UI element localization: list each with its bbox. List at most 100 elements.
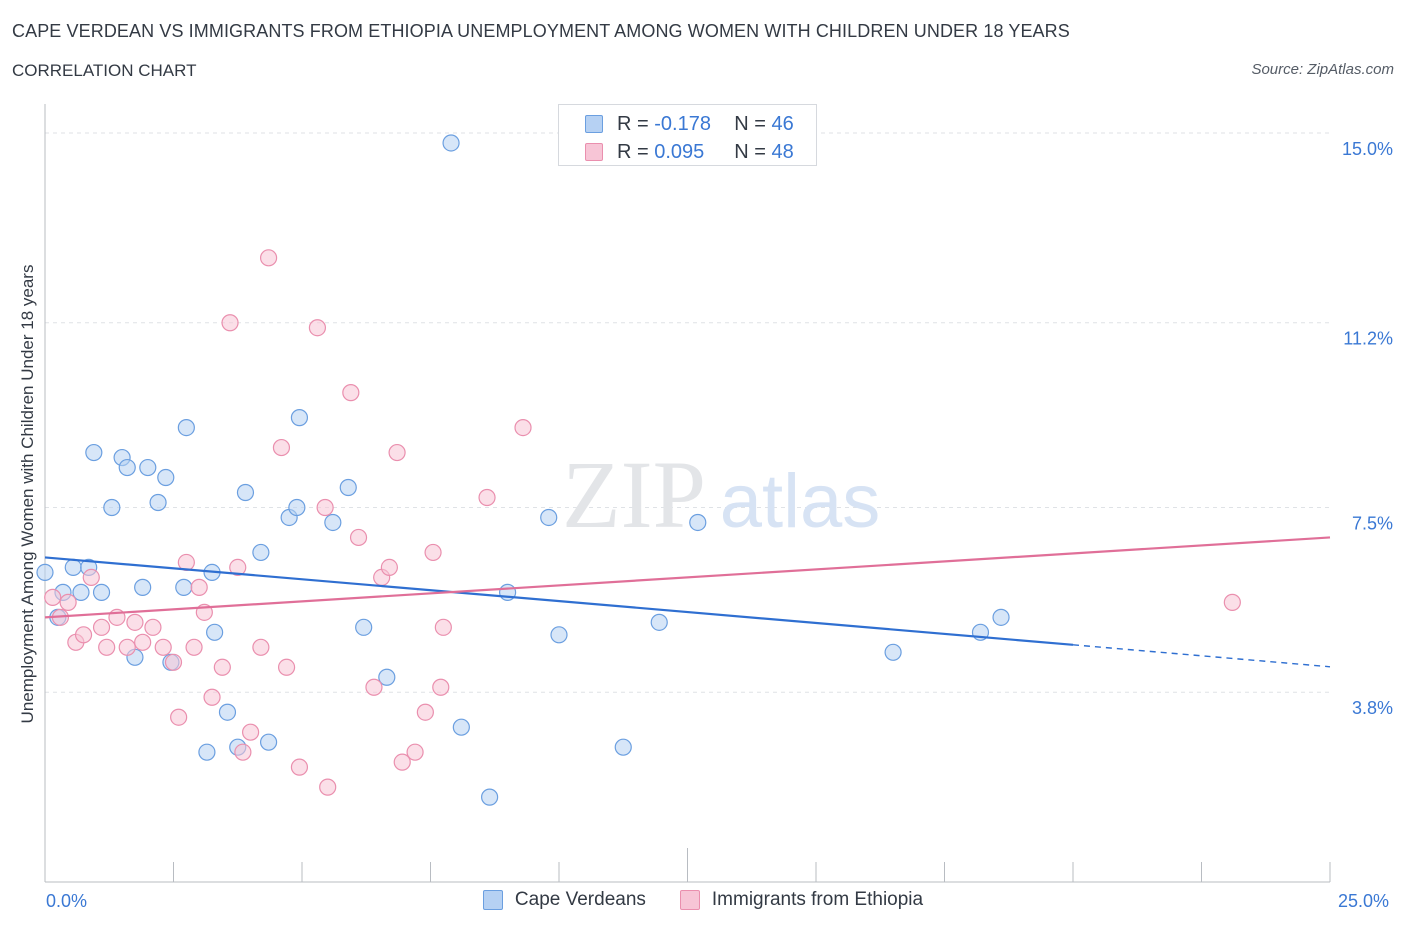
y-axis-label: Unemployment Among Women with Children U… [18, 264, 37, 724]
data-point-pink [424, 543, 442, 562]
data-point-pink [290, 758, 309, 776]
data-point-blue [72, 583, 90, 601]
chart-title: CAPE VERDEAN VS IMMIGRANTS FROM ETHIOPIA… [12, 21, 1070, 41]
legend-n-value: 46 [771, 112, 794, 135]
data-point-blue [149, 493, 167, 512]
source-label: Source: ZipAtlas.com [1251, 61, 1394, 78]
data-point-pink [221, 314, 239, 332]
data-point-blue [198, 743, 216, 761]
data-point-pink [393, 753, 411, 771]
legend-row-ethiopia: R = 0.095 N = 48 [585, 140, 794, 164]
data-point-pink [316, 498, 334, 517]
data-point-blue [452, 718, 470, 736]
data-point-pink [308, 319, 327, 337]
data-point-pink [229, 558, 247, 577]
data-point-pink [272, 438, 291, 457]
data-point-blue [992, 608, 1010, 626]
trend-line-extension-blue [1072, 644, 1331, 668]
data-point-pink [406, 743, 424, 761]
chart-subtitle: CORRELATION CHART [12, 61, 197, 80]
data-point-blue [85, 443, 103, 462]
data-point-pink [242, 723, 260, 741]
data-point-pink [252, 638, 270, 656]
data-point-blue [157, 468, 175, 487]
data-point-pink [514, 418, 532, 437]
x-tick-label-max: 25.0% [1338, 891, 1390, 911]
data-point-blue [650, 613, 668, 631]
legend-n-value: 48 [771, 140, 794, 163]
data-point-blue [290, 409, 309, 427]
data-point-blue [218, 703, 237, 721]
data-point-pink [432, 678, 450, 696]
data-point-blue [689, 513, 707, 532]
data-point-pink [92, 618, 111, 636]
data-point-pink [342, 384, 360, 402]
data-point-pink [416, 703, 434, 721]
legend-r-value: 0.095 [654, 140, 705, 163]
correlation-legend: R = -0.178 N = 46 R = 0.095 N = 48 [558, 104, 817, 166]
data-point-blue [339, 478, 357, 497]
data-point-pink [277, 658, 296, 676]
trend-line-blue [44, 556, 1074, 646]
data-point-blue [884, 643, 902, 661]
data-point-pink [82, 568, 100, 586]
data-point-pink [365, 678, 383, 696]
data-point-blue [481, 788, 499, 806]
legend-row-cape-verdeans: R = -0.178 N = 46 [585, 112, 794, 136]
data-point-pink [74, 626, 93, 644]
watermark-zip: ZIP [562, 441, 706, 548]
data-point-blue [550, 626, 568, 644]
legend-n-label: N = [734, 112, 766, 135]
legend-swatch-pink [585, 143, 603, 161]
data-point-pink [434, 618, 452, 636]
legend-r-label: R = [617, 140, 649, 163]
data-point-pink [134, 633, 152, 651]
data-point-pink [164, 653, 183, 671]
data-point-blue [288, 498, 306, 517]
data-point-blue [139, 458, 157, 477]
data-point-blue [259, 733, 278, 751]
data-point-blue [324, 513, 342, 532]
data-point-pink [98, 638, 116, 656]
data-point-blue [36, 563, 54, 582]
data-point-blue [177, 418, 195, 437]
data-point-blue [236, 483, 255, 502]
data-point-pink [170, 708, 188, 726]
data-point-pink [1223, 593, 1241, 611]
data-point-pink [190, 578, 208, 596]
data-point-pink [126, 613, 144, 631]
data-point-blue [134, 578, 152, 596]
data-point-pink [349, 528, 368, 547]
data-point-blue [614, 738, 632, 756]
legend-swatch-blue [585, 115, 603, 133]
legend-item-cape-verdeans: Cape Verdeans [482, 889, 646, 911]
data-point-pink [478, 488, 496, 507]
data-point-blue [206, 623, 224, 641]
y-tick-label: 15.0% [1342, 139, 1393, 159]
legend-label: Immigrants from Ethiopia [711, 889, 924, 910]
data-point-blue [118, 458, 136, 477]
data-point-pink [154, 638, 172, 656]
data-point-blue [378, 668, 396, 686]
data-point-pink [59, 593, 77, 611]
data-point-pink [234, 743, 252, 761]
data-point-pink [259, 249, 278, 267]
data-point-pink [380, 558, 398, 577]
legend-r-value: -0.178 [654, 112, 711, 135]
data-point-pink [44, 588, 62, 606]
legend-n-label: N = [734, 140, 766, 163]
y-tick-label: 7.5% [1352, 513, 1393, 533]
watermark-atlas: atlas [720, 459, 881, 544]
data-point-pink [118, 638, 136, 656]
data-point-pink [185, 638, 203, 656]
data-point-pink [203, 688, 221, 706]
legend-swatch-pink [679, 890, 700, 910]
data-point-blue [92, 583, 111, 601]
data-point-blue [252, 543, 270, 562]
data-point-blue [355, 618, 373, 636]
y-tick-label: 3.8% [1352, 698, 1393, 718]
data-point-blue [103, 498, 121, 517]
data-point-blue [540, 508, 558, 527]
x-tick-label-min: 0.0% [46, 891, 88, 911]
legend-r-label: R = [617, 112, 649, 135]
